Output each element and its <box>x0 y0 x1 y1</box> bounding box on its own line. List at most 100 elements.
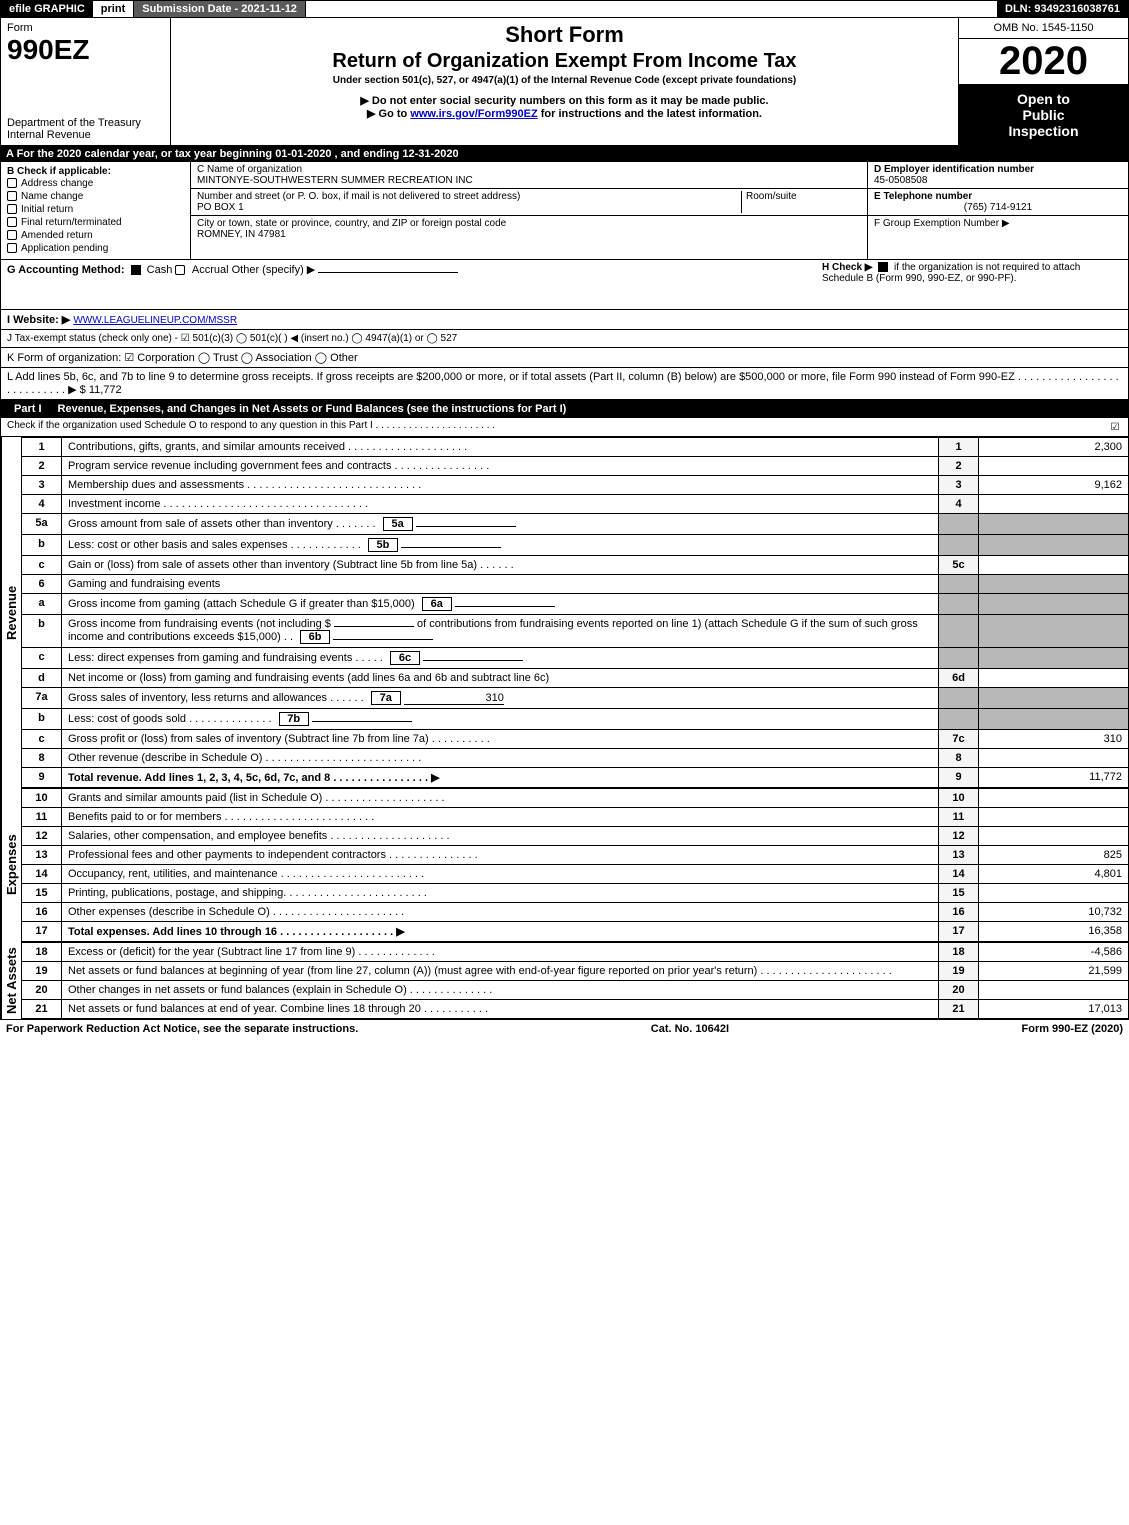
website-link[interactable]: WWW.LEAGUELINEUP.COM/MSSR <box>73 315 237 326</box>
table-row: 19Net assets or fund balances at beginni… <box>22 962 1129 981</box>
tel-value: (765) 714-9121 <box>874 202 1122 213</box>
print-link[interactable]: print <box>93 1 134 17</box>
ein-value: 45-0508508 <box>874 175 1122 186</box>
check-amended-return[interactable]: Amended return <box>7 229 184 242</box>
part1-check-row: Check if the organization used Schedule … <box>0 418 1129 437</box>
line-l-text: L Add lines 5b, 6c, and 7b to line 9 to … <box>7 371 1119 396</box>
line-j: J Tax-exempt status (check only one) - ☑… <box>0 330 1129 348</box>
table-row: 3Membership dues and assessments . . . .… <box>22 476 1129 495</box>
table-row: 6Gaming and fundraising events <box>22 575 1129 594</box>
addr-value: PO BOX 1 <box>197 202 244 213</box>
table-row: 8Other revenue (describe in Schedule O) … <box>22 749 1129 768</box>
revenue-table: 1Contributions, gifts, grants, and simil… <box>21 437 1129 788</box>
accounting-method-label: G Accounting Method: <box>7 264 125 276</box>
netassets-vertical-label: Net Assets <box>1 942 21 1019</box>
table-row: bLess: cost or other basis and sales exp… <box>22 535 1129 556</box>
check-application-pending[interactable]: Application pending <box>7 242 184 255</box>
table-row: 12Salaries, other compensation, and empl… <box>22 827 1129 846</box>
table-row: 20Other changes in net assets or fund ba… <box>22 981 1129 1000</box>
line-l-value: 11,772 <box>89 384 122 396</box>
goto-pre: ▶ Go to <box>367 108 410 120</box>
line-h: H Check ▶ if the organization is not req… <box>822 262 1122 284</box>
table-row: 11Benefits paid to or for members . . . … <box>22 808 1129 827</box>
line-h-checkbox-icon <box>878 262 888 272</box>
goto-post: for instructions and the latest informat… <box>538 108 762 120</box>
table-row: 14Occupancy, rent, utilities, and mainte… <box>22 865 1129 884</box>
table-row: aGross income from gaming (attach Schedu… <box>22 594 1129 615</box>
part1-label: Part I <box>6 403 50 415</box>
org-name-label: C Name of organization <box>197 164 861 175</box>
goto-link[interactable]: www.irs.gov/Form990EZ <box>410 108 537 120</box>
check-initial-return[interactable]: Initial return <box>7 203 184 216</box>
check-address-change[interactable]: Address change <box>7 177 184 190</box>
table-row: 18Excess or (deficit) for the year (Subt… <box>22 943 1129 962</box>
table-row: 7aGross sales of inventory, less returns… <box>22 688 1129 709</box>
accounting-other: Other (specify) ▶ <box>232 264 316 276</box>
submission-date: Submission Date - 2021-11-12 <box>134 1 306 17</box>
revenue-vertical-label: Revenue <box>1 437 21 788</box>
part1-header: Part I Revenue, Expenses, and Changes in… <box>0 400 1129 418</box>
table-row: bGross income from fundraising events (n… <box>22 615 1129 648</box>
tax-year: 2020 <box>959 39 1128 85</box>
expenses-table: 10Grants and similar amounts paid (list … <box>21 788 1129 942</box>
form-number: 990EZ <box>7 34 164 66</box>
group-exemption-label: F Group Exemption Number ▶ <box>874 218 1122 229</box>
addr-label: Number and street (or P. O. box, if mail… <box>197 191 520 202</box>
dept-irs: Internal Revenue <box>7 129 164 141</box>
line-l: L Add lines 5b, 6c, and 7b to line 9 to … <box>0 368 1129 400</box>
city-label: City or town, state or province, country… <box>197 218 861 229</box>
footer-left: For Paperwork Reduction Act Notice, see … <box>6 1023 358 1035</box>
check-final-return[interactable]: Final return/terminated <box>7 216 184 229</box>
tel-label: E Telephone number <box>874 191 1122 202</box>
form-label: Form <box>7 22 164 34</box>
footer-right: Form 990-EZ (2020) <box>1022 1023 1123 1035</box>
open2: Public <box>965 107 1122 123</box>
table-row: cLess: direct expenses from gaming and f… <box>22 648 1129 669</box>
expenses-vertical-label: Expenses <box>1 788 21 942</box>
open3: Inspection <box>965 123 1122 139</box>
line-h-pre: H Check ▶ <box>822 262 872 273</box>
under-section: Under section 501(c), 527, or 4947(a)(1)… <box>177 75 952 86</box>
ein-label: D Employer identification number <box>874 164 1122 175</box>
open1: Open to <box>965 91 1122 107</box>
tax-exempt-status: J Tax-exempt status (check only one) - ☑… <box>7 333 457 344</box>
page-footer: For Paperwork Reduction Act Notice, see … <box>0 1019 1129 1038</box>
table-row: bLess: cost of goods sold . . . . . . . … <box>22 709 1129 730</box>
table-row: 17Total expenses. Add lines 10 through 1… <box>22 922 1129 942</box>
part1-title: Revenue, Expenses, and Changes in Net As… <box>58 403 567 415</box>
info-block: B Check if applicable: Address change Na… <box>0 162 1129 260</box>
return-title: Return of Organization Exempt From Incom… <box>177 50 952 73</box>
col-b-header: B Check if applicable: <box>7 166 184 177</box>
row-a-tax-year: A For the 2020 calendar year, or tax yea… <box>0 146 1129 162</box>
col-b: B Check if applicable: Address change Na… <box>1 162 191 259</box>
part1-check-text: Check if the organization used Schedule … <box>7 420 1108 434</box>
dept-treasury: Department of the Treasury <box>7 117 164 129</box>
table-row: 16Other expenses (describe in Schedule O… <box>22 903 1129 922</box>
check-name-change[interactable]: Name change <box>7 190 184 203</box>
org-name: MINTONYE-SOUTHWESTERN SUMMER RECREATION … <box>197 175 861 186</box>
cash-checkbox-icon <box>131 265 141 275</box>
col-c: C Name of organization MINTONYE-SOUTHWES… <box>191 162 868 259</box>
accounting-cash: Cash <box>147 264 173 276</box>
city-value: ROMNEY, IN 47981 <box>197 229 861 240</box>
do-not-enter: ▶ Do not enter social security numbers o… <box>177 94 952 107</box>
table-row: 5aGross amount from sale of assets other… <box>22 514 1129 535</box>
short-form-title: Short Form <box>177 22 952 48</box>
table-row: 1Contributions, gifts, grants, and simil… <box>22 438 1129 457</box>
col-d: D Employer identification number 45-0508… <box>868 162 1128 259</box>
accrual-checkbox-icon <box>175 265 185 275</box>
table-row: 4Investment income . . . . . . . . . . .… <box>22 495 1129 514</box>
dln: DLN: 93492316038761 <box>997 1 1128 17</box>
table-row: 15Printing, publications, postage, and s… <box>22 884 1129 903</box>
line-k: K Form of organization: ☑ Corporation ◯ … <box>0 348 1129 368</box>
table-row: cGross profit or (loss) from sales of in… <box>22 730 1129 749</box>
accounting-accrual: Accrual <box>192 264 229 276</box>
website-label: I Website: ▶ <box>7 314 70 326</box>
table-row: 10Grants and similar amounts paid (list … <box>22 789 1129 808</box>
open-to-public: Open to Public Inspection <box>959 85 1128 145</box>
form-header: Form 990EZ Department of the Treasury In… <box>0 18 1129 146</box>
footer-center: Cat. No. 10642I <box>651 1023 729 1035</box>
table-row: cGain or (loss) from sale of assets othe… <box>22 556 1129 575</box>
table-row: 21Net assets or fund balances at end of … <box>22 1000 1129 1019</box>
line-i: I Website: ▶ WWW.LEAGUELINEUP.COM/MSSR <box>0 310 1129 330</box>
